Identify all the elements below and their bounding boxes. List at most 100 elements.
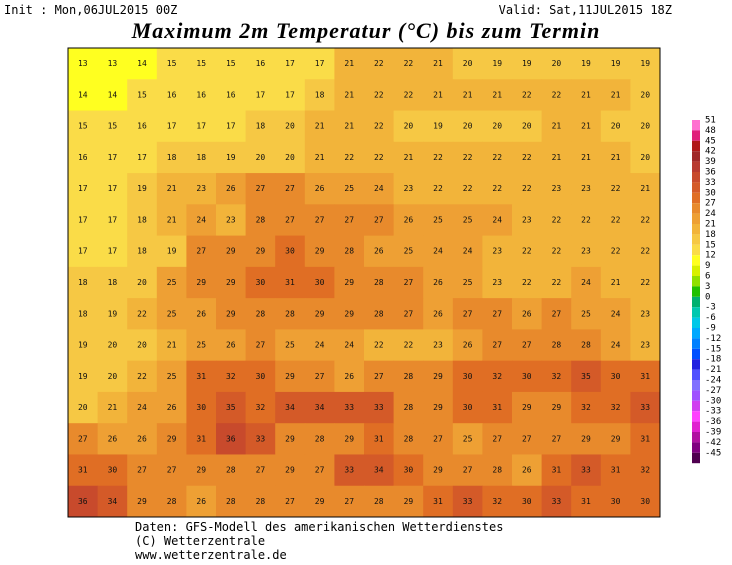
temp-cell bbox=[68, 423, 99, 455]
temp-label: 22 bbox=[374, 90, 384, 99]
temp-cell bbox=[97, 141, 128, 174]
temp-label: 23 bbox=[226, 215, 236, 224]
temp-label: 21 bbox=[611, 153, 621, 162]
temp-label: 27 bbox=[374, 215, 384, 224]
temp-cell bbox=[97, 298, 128, 330]
temp-label: 21 bbox=[315, 122, 325, 131]
temp-label: 22 bbox=[137, 309, 147, 318]
temp-cell bbox=[334, 48, 365, 80]
temp-label: 26 bbox=[463, 341, 473, 350]
temp-cell bbox=[216, 360, 247, 393]
temp-label: 19 bbox=[167, 247, 177, 256]
temp-label: 20 bbox=[611, 122, 621, 131]
temp-cell bbox=[275, 298, 306, 330]
temp-cell bbox=[482, 79, 513, 112]
temp-cell bbox=[541, 79, 572, 112]
temp-label: 21 bbox=[492, 90, 502, 99]
temp-label: 22 bbox=[374, 153, 384, 162]
temp-label: 22 bbox=[581, 215, 591, 224]
temp-label: 31 bbox=[611, 466, 621, 475]
temp-label: 28 bbox=[256, 497, 266, 506]
temp-cell bbox=[127, 141, 158, 174]
temp-label: 22 bbox=[522, 184, 532, 193]
temp-label: 27 bbox=[374, 372, 384, 381]
temp-cell bbox=[482, 391, 513, 424]
temp-cell bbox=[245, 454, 276, 487]
temp-cell bbox=[541, 360, 572, 393]
temp-cell bbox=[512, 204, 543, 237]
temp-cell bbox=[275, 110, 306, 143]
temp-cell bbox=[630, 423, 661, 455]
temp-cell bbox=[68, 173, 99, 205]
temp-label: 16 bbox=[78, 153, 88, 162]
colorbar-swatch bbox=[692, 234, 700, 245]
colorbar-label: 6 bbox=[705, 272, 710, 282]
colorbar-swatch bbox=[692, 244, 700, 256]
temp-label: 25 bbox=[463, 215, 473, 224]
temp-label: 27 bbox=[315, 466, 325, 475]
temp-label: 29 bbox=[522, 403, 532, 412]
temp-cell bbox=[393, 235, 424, 268]
temp-cell bbox=[334, 391, 365, 424]
temp-cell bbox=[216, 79, 247, 112]
temp-label: 16 bbox=[256, 59, 266, 68]
temp-label: 20 bbox=[78, 403, 88, 412]
temp-cell bbox=[97, 454, 128, 487]
temp-label: 24 bbox=[581, 278, 591, 287]
temp-label: 30 bbox=[256, 278, 266, 287]
temp-label: 25 bbox=[167, 372, 177, 381]
colorbar-swatch bbox=[692, 182, 700, 193]
temp-label: 25 bbox=[463, 278, 473, 287]
temp-label: 20 bbox=[640, 90, 650, 99]
temp-label: 21 bbox=[108, 403, 118, 412]
temp-cell bbox=[512, 454, 543, 487]
temp-cell bbox=[541, 204, 572, 237]
temp-cell bbox=[512, 79, 543, 112]
temp-label: 33 bbox=[344, 403, 354, 412]
temp-label: 18 bbox=[196, 153, 206, 162]
temp-cell bbox=[68, 360, 99, 393]
temp-label: 26 bbox=[404, 215, 414, 224]
temp-cell bbox=[541, 298, 572, 330]
temp-label: 30 bbox=[640, 497, 650, 506]
temp-label: 24 bbox=[196, 215, 206, 224]
temp-cell bbox=[571, 454, 602, 487]
temp-cell bbox=[127, 173, 158, 205]
temp-cell bbox=[600, 298, 631, 330]
temp-cell bbox=[245, 48, 276, 80]
temp-label: 27 bbox=[522, 341, 532, 350]
temp-cell bbox=[186, 110, 217, 143]
temp-label: 18 bbox=[78, 278, 88, 287]
temp-cell bbox=[186, 141, 217, 174]
temp-label: 21 bbox=[463, 90, 473, 99]
temp-label: 20 bbox=[463, 59, 473, 68]
temp-label: 31 bbox=[552, 466, 562, 475]
colorbar-swatch bbox=[692, 192, 700, 204]
temp-cell bbox=[156, 423, 187, 455]
temp-cell bbox=[186, 204, 217, 237]
temp-label: 29 bbox=[344, 309, 354, 318]
temp-label: 27 bbox=[522, 434, 532, 443]
temp-cell bbox=[216, 423, 247, 455]
temp-label: 30 bbox=[463, 372, 473, 381]
temp-cell bbox=[364, 298, 395, 330]
temp-cell bbox=[68, 266, 99, 299]
map-area: 13 13 14 15 15 15 16 17 17 21 22 22 21 20 19 19 20 19 19 19… bbox=[68, 48, 661, 518]
temp-label: 20 bbox=[492, 122, 502, 131]
temp-label: 26 bbox=[167, 403, 177, 412]
temp-label: 15 bbox=[108, 122, 118, 131]
temp-label: 26 bbox=[433, 278, 443, 287]
temp-label: 19 bbox=[433, 122, 443, 131]
footer-line: Daten: GFS-Modell des amerikanischen Wet… bbox=[135, 520, 503, 534]
temp-label: 29 bbox=[315, 309, 325, 318]
temp-cell bbox=[364, 173, 395, 205]
temp-cell bbox=[482, 48, 513, 80]
temp-label: 21 bbox=[611, 278, 621, 287]
colorbar: 51484542393633302724211815129630-3-6-9-1… bbox=[692, 116, 721, 464]
temp-label: 28 bbox=[404, 403, 414, 412]
temp-cell bbox=[482, 204, 513, 237]
temp-cell bbox=[512, 391, 543, 424]
temp-cell bbox=[452, 266, 483, 299]
temp-label: 17 bbox=[137, 153, 147, 162]
